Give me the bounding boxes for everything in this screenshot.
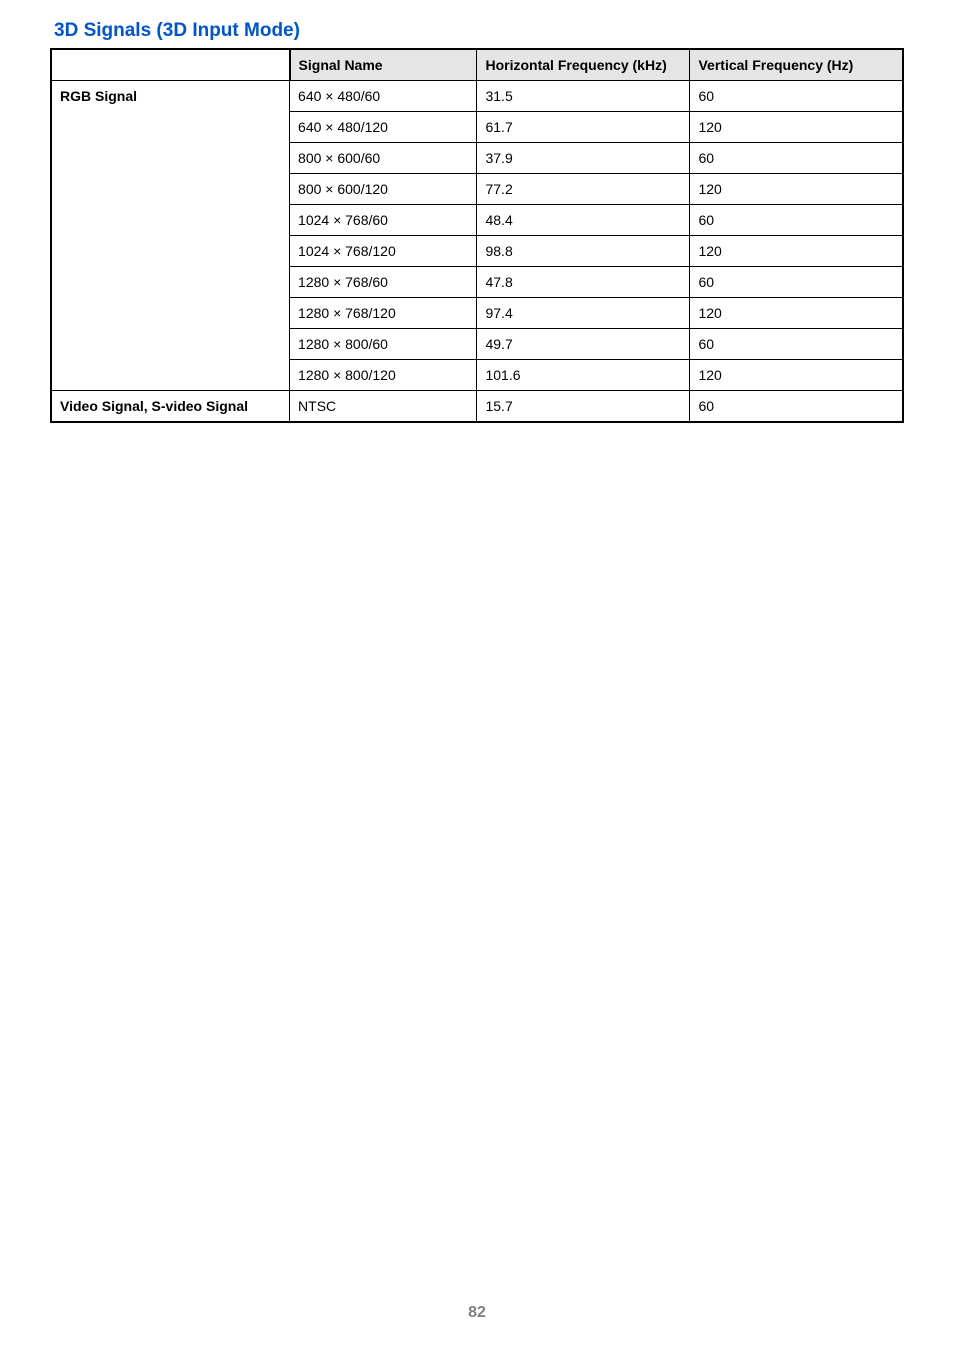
table-row: 1280 × 800/60 49.7 60 [51, 329, 903, 360]
cell-hfreq: 49.7 [477, 329, 690, 360]
cell-hfreq: 77.2 [477, 174, 690, 205]
table-row: Video Signal, S-video Signal NTSC 15.7 6… [51, 391, 903, 423]
cell-vfreq: 60 [690, 329, 903, 360]
cell-hfreq: 15.7 [477, 391, 690, 423]
cell-signal: 1280 × 800/120 [290, 360, 477, 391]
cell-hfreq: 97.4 [477, 298, 690, 329]
cell-vfreq: 120 [690, 360, 903, 391]
table-row: 1280 × 768/120 97.4 120 [51, 298, 903, 329]
rowhead-video: Video Signal, S-video Signal [51, 391, 290, 423]
rowhead-rgb-cont [51, 205, 290, 236]
section-title: 3D Signals (3D Input Mode) [50, 20, 904, 42]
cell-signal: 640 × 480/60 [290, 81, 477, 112]
page-number: 82 [0, 1304, 954, 1322]
cell-vfreq: 120 [690, 112, 903, 143]
rowhead-rgb-cont [51, 329, 290, 360]
table-row: 1280 × 800/120 101.6 120 [51, 360, 903, 391]
table-row: 640 × 480/120 61.7 120 [51, 112, 903, 143]
cell-vfreq: 60 [690, 143, 903, 174]
cell-signal: 1280 × 768/120 [290, 298, 477, 329]
cell-vfreq: 120 [690, 236, 903, 267]
cell-hfreq: 48.4 [477, 205, 690, 236]
cell-vfreq: 60 [690, 267, 903, 298]
col-signal-name: Signal Name [290, 49, 477, 81]
cell-signal: 1024 × 768/120 [290, 236, 477, 267]
table-row: RGB Signal 640 × 480/60 31.5 60 [51, 81, 903, 112]
cell-signal: 1280 × 800/60 [290, 329, 477, 360]
cell-hfreq: 31.5 [477, 81, 690, 112]
cell-signal: 640 × 480/120 [290, 112, 477, 143]
cell-vfreq: 60 [690, 205, 903, 236]
blank-header-cell [51, 49, 290, 81]
cell-hfreq: 101.6 [477, 360, 690, 391]
cell-signal: 800 × 600/120 [290, 174, 477, 205]
rowhead-rgb-cont [51, 174, 290, 205]
rowhead-rgb-cont [51, 236, 290, 267]
cell-vfreq: 120 [690, 298, 903, 329]
cell-hfreq: 37.9 [477, 143, 690, 174]
cell-hfreq: 47.8 [477, 267, 690, 298]
signals-table: Signal Name Horizontal Frequency (kHz) V… [50, 48, 904, 423]
rowhead-rgb-cont [51, 360, 290, 391]
rowhead-rgb-cont [51, 112, 290, 143]
cell-vfreq: 120 [690, 174, 903, 205]
cell-signal: 1280 × 768/60 [290, 267, 477, 298]
cell-hfreq: 98.8 [477, 236, 690, 267]
cell-hfreq: 61.7 [477, 112, 690, 143]
cell-signal: NTSC [290, 391, 477, 423]
rowhead-rgb: RGB Signal [51, 81, 290, 112]
cell-signal: 800 × 600/60 [290, 143, 477, 174]
cell-vfreq: 60 [690, 391, 903, 423]
rowhead-rgb-cont [51, 298, 290, 329]
cell-signal: 1024 × 768/60 [290, 205, 477, 236]
table-row: 1024 × 768/120 98.8 120 [51, 236, 903, 267]
col-v-freq: Vertical Frequency (Hz) [690, 49, 903, 81]
table-row: 1024 × 768/60 48.4 60 [51, 205, 903, 236]
rowhead-rgb-cont [51, 267, 290, 298]
table-row: 800 × 600/60 37.9 60 [51, 143, 903, 174]
table-header-row: Signal Name Horizontal Frequency (kHz) V… [51, 49, 903, 81]
cell-vfreq: 60 [690, 81, 903, 112]
table-row: 1280 × 768/60 47.8 60 [51, 267, 903, 298]
col-h-freq: Horizontal Frequency (kHz) [477, 49, 690, 81]
table-row: 800 × 600/120 77.2 120 [51, 174, 903, 205]
rowhead-rgb-cont [51, 143, 290, 174]
